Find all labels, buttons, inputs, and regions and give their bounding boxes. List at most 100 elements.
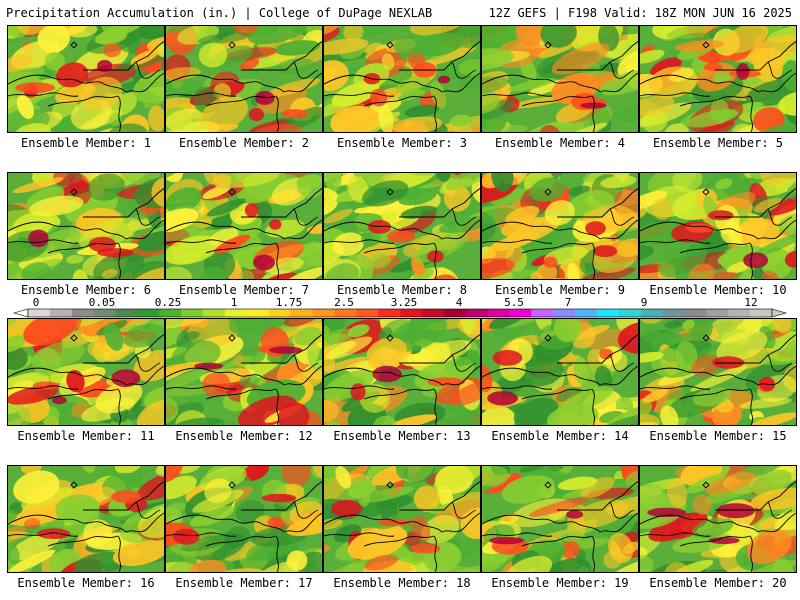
boundary-line	[83, 333, 164, 364]
boundary-line	[451, 501, 477, 519]
ensemble-member-label: Ensemble Member: 1	[20, 136, 152, 150]
boundary-line	[715, 187, 796, 218]
ensemble-map-9	[481, 172, 639, 280]
boundary-line	[609, 354, 635, 372]
boundary-line	[482, 367, 601, 386]
boundary-line	[482, 92, 553, 97]
boundary-line	[399, 480, 480, 511]
boundary-line	[8, 239, 79, 244]
boundary-line	[83, 40, 164, 71]
ensemble-member-label: Ensemble Member: 19	[491, 576, 629, 590]
boundary-line	[363, 388, 435, 400]
colorbar-tick-label: 1	[230, 296, 238, 309]
boundary-line	[8, 532, 79, 537]
colorbar-swatch	[400, 309, 423, 317]
boundary-line	[363, 95, 435, 107]
ensemble-member-label: Ensemble Member: 3	[336, 136, 468, 150]
precipitation-colorbar: 0 0.05 0.25 1 1.75 2.5 3.25 4 5.5 7 9 12	[12, 296, 788, 318]
boundary-line	[205, 388, 277, 400]
boundary-line	[557, 187, 638, 218]
colorbar-swatch	[378, 309, 401, 317]
boundary-line	[433, 388, 438, 425]
ensemble-map-4	[481, 25, 639, 133]
boundary-line	[293, 61, 319, 79]
boundary-line	[767, 354, 793, 372]
precip-field	[640, 26, 796, 132]
boundary-line	[482, 532, 553, 537]
ensemble-map-6	[7, 172, 165, 280]
boundary-line	[117, 242, 122, 279]
boundary-line	[166, 221, 285, 240]
station-marker-icon	[70, 481, 78, 489]
boundary-line	[609, 501, 635, 519]
boundary-line	[640, 367, 759, 386]
map-title: Precipitation Accumulation (in.) | Colle…	[6, 6, 433, 20]
boundary-line	[599, 512, 638, 533]
boundary-line	[117, 95, 122, 132]
boundary-line	[441, 219, 480, 240]
station-marker-icon	[544, 41, 552, 49]
colorbar-swatch	[49, 309, 73, 317]
boundary-line	[482, 385, 553, 390]
colorbar-swatch	[728, 309, 751, 317]
ensemble-map-12	[165, 318, 323, 426]
colorbar-swatch	[596, 309, 620, 317]
colorbar-swatch	[93, 309, 116, 317]
boundary-line	[521, 388, 593, 400]
colorbar-tick-label: 3.25	[390, 296, 418, 309]
boundary-line	[640, 239, 711, 244]
boundary-line	[205, 242, 277, 254]
ensemble-map-2	[165, 25, 323, 133]
boundary-line	[599, 219, 638, 240]
colorbar-swatch	[246, 309, 269, 317]
ensemble-map-13	[323, 318, 481, 426]
colorbar-tick-label: 7	[564, 296, 572, 309]
boundary-line	[324, 74, 443, 93]
ensemble-map-19	[481, 465, 639, 573]
boundary-line	[205, 95, 277, 107]
ensemble-map-3	[323, 25, 481, 133]
boundary-line	[451, 354, 477, 372]
boundary-line	[482, 514, 601, 533]
precip-field	[640, 466, 796, 572]
boundary-line	[83, 187, 164, 218]
boundary-line	[166, 514, 285, 533]
precip-field	[482, 173, 638, 279]
boundary-line	[135, 501, 161, 519]
boundary-line	[241, 187, 322, 218]
boundary-line	[521, 95, 593, 107]
ensemble-map-11	[7, 318, 165, 426]
boundary-line	[749, 242, 754, 279]
colorbar-swatch	[71, 309, 94, 317]
boundary-line	[135, 354, 161, 372]
boundary-line	[324, 367, 443, 386]
ensemble-map-14	[481, 318, 639, 426]
colorbar-swatch	[750, 309, 773, 317]
boundary-line	[640, 532, 711, 537]
boundary-line	[767, 61, 793, 79]
colorbar-tick-label: 0.05	[88, 296, 116, 309]
colorbar-swatch	[575, 309, 598, 317]
boundary-line	[640, 74, 759, 93]
ensemble-map-1	[7, 25, 165, 133]
station-marker-icon	[702, 41, 710, 49]
boundary-line	[47, 95, 119, 107]
boundary-line	[767, 208, 793, 226]
station-marker-icon	[386, 41, 394, 49]
colorbar-tick-label: 0	[32, 296, 40, 309]
boundary-line	[166, 532, 237, 537]
colorbar-swatch	[531, 309, 554, 317]
boundary-line	[591, 242, 596, 279]
boundary-line	[283, 219, 322, 240]
boundary-line	[241, 480, 322, 511]
station-marker-icon	[228, 334, 236, 342]
precip-field	[324, 26, 480, 132]
colorbar-tick-label: 4	[455, 296, 463, 309]
station-marker-icon	[386, 188, 394, 196]
boundary-line	[482, 74, 601, 93]
boundary-line	[47, 535, 119, 547]
boundary-line	[441, 365, 480, 386]
colorbar-swatch	[553, 309, 576, 317]
boundary-line	[749, 535, 754, 572]
boundary-line	[399, 333, 480, 364]
